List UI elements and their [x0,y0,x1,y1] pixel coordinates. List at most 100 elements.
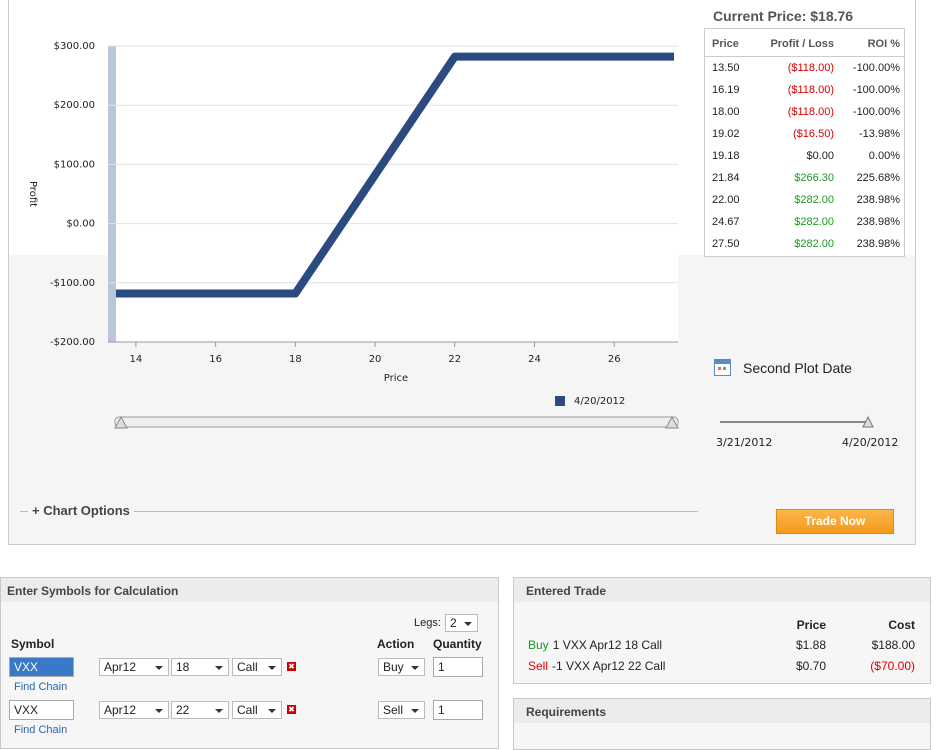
trade-line: Sell -1 VXX Apr12 22 Call [528,659,665,673]
strike-select[interactable]: 18 [171,658,229,676]
action-select[interactable]: Sell [378,701,425,719]
current-price: Current Price: $18.76 [713,8,854,24]
col-header: Action [377,637,415,651]
slider-end: 4/20/2012 [842,436,899,449]
range-slider[interactable] [114,416,679,428]
table-cell: ($118.00) [787,62,834,74]
table-cell: 18.00 [712,106,740,118]
requirements-panel: Requirements [513,698,931,750]
second-plot-label: Second Plot Date [743,360,852,376]
trade-cost: ($70.00) [870,659,915,673]
table-header: Price [712,38,739,50]
find-chain-link[interactable]: Find Chain [14,681,68,693]
entered-trade-panel: Entered Trade Price Cost Buy 1 VXX Apr12 … [513,577,931,684]
plot-area [108,46,678,342]
legend-label: 4/20/2012 [574,396,625,407]
action-select[interactable]: Buy [378,658,425,676]
table-cell: 238.98% [856,216,900,228]
table-cell: 27.50 [712,238,740,250]
col-header: Symbol [11,637,55,651]
table-cell: 238.98% [856,194,900,206]
x-tick-label: 16 [209,354,222,365]
legs-select[interactable]: 2 [445,614,478,632]
x-tick-label: 24 [528,354,541,365]
symbol-input[interactable]: VXX [9,700,74,720]
type-select[interactable]: Call [232,658,282,676]
y-tick-label: $200.00 [54,100,95,111]
profit-line [115,52,675,298]
trade-action: Buy [528,638,549,652]
type-select[interactable]: Call [232,701,282,719]
table-cell: 24.67 [712,216,740,228]
remove-leg[interactable]: ✖ [287,705,296,714]
y-tick-label: -$100.00 [50,278,95,289]
table-cell: $0.00 [806,150,834,162]
trade-now-button[interactable]: Trade Now [776,509,894,534]
trade-price: $0.70 [795,659,826,673]
table-cell: 22.00 [712,194,740,206]
date-slider[interactable] [715,415,880,429]
remove-leg[interactable]: ✖ [287,662,296,671]
symbol-input[interactable]: VXX [9,657,74,677]
trade-line: Buy 1 VXX Apr12 18 Call [528,638,662,652]
panel-title: Enter Symbols for Calculation [1,578,498,602]
slider-handles[interactable] [114,415,679,429]
table-cell: -100.00% [852,84,900,96]
legend-swatch [555,396,565,406]
table-header: Profit / Loss [770,38,834,50]
y-tick-label: -$200.00 [50,337,95,348]
col-header: Cost [888,618,915,632]
profit-chart: Profit Price -$200.00 -$100.00 $0.00 $100.0… [27,41,679,429]
table-cell: 19.02 [712,128,740,140]
table-cell: 13.50 [712,62,740,74]
quantity-input[interactable]: 1 [433,657,483,677]
trade-desc: 1 VXX Apr12 18 Call [552,638,663,652]
trade-desc: -1 VXX Apr12 22 Call [552,659,666,673]
y-tick-label: $300.00 [54,41,95,52]
table-cell: ($16.50) [793,128,834,140]
table-cell: $282.00 [794,216,834,228]
table-cell: -13.98% [859,128,900,140]
y-tick-label: $0.00 [66,219,95,230]
table-header: ROI % [867,38,900,50]
y-axis-label: Profit [27,181,38,207]
x-tick-label: 22 [448,354,461,365]
col-header: Quantity [433,637,482,651]
x-tick-label: 18 [289,354,302,365]
table-cell: ($118.00) [787,84,834,96]
header-rule [705,56,904,57]
y-tick-label: $100.00 [54,159,95,170]
table-cell: $282.00 [794,194,834,206]
trade-cost: $188.00 [871,638,915,652]
expiry-select[interactable]: Apr12 [99,701,169,719]
calendar-icon[interactable] [714,359,731,376]
table-cell: ($118.00) [787,106,834,118]
x-axis-label: Price [384,373,408,384]
table-cell: -100.00% [852,62,900,74]
table-cell: -100.00% [852,106,900,118]
panel-title: Requirements [514,699,930,723]
chart-options[interactable]: + Chart Options [28,503,134,518]
x-tick-label: 20 [369,354,382,365]
panel-title: Entered Trade [514,578,930,602]
table-cell: 21.84 [712,172,740,184]
table-cell: $282.00 [794,238,834,250]
x-tick-label: 26 [608,354,621,365]
price-table: Price Profit / Loss ROI % 13.50 ($118.00) -10… [704,28,905,257]
table-cell: 0.00% [868,150,900,162]
options-rule [20,511,698,512]
trade-action: Sell [528,659,549,673]
legs-label: Legs: [414,617,441,629]
quantity-input[interactable]: 1 [433,700,483,720]
table-cell: 238.98% [856,238,900,250]
col-header: Price [796,618,826,632]
symbols-panel: Enter Symbols for Calculation Legs: 2 Sy… [0,577,499,749]
find-chain-link[interactable]: Find Chain [14,724,68,736]
strike-select[interactable]: 22 [171,701,229,719]
table-cell: 19.18 [712,150,740,162]
expiry-select[interactable]: Apr12 [99,658,169,676]
table-cell: 16.19 [712,84,740,96]
table-cell: $266.30 [794,172,834,184]
trade-price: $1.88 [795,638,826,652]
